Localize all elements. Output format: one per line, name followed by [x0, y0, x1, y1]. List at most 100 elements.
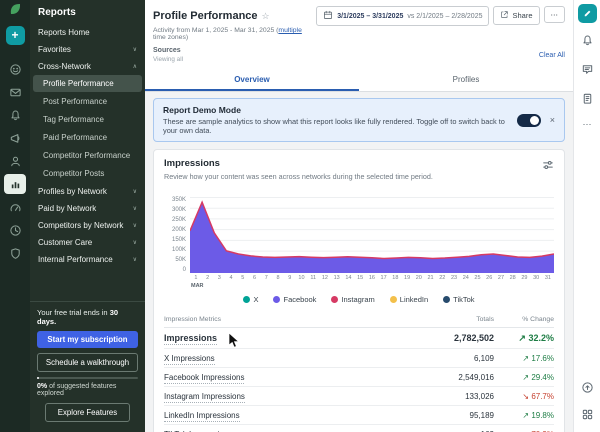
help-chat-icon[interactable] [581, 63, 594, 81]
sidebar-section-paid-by-network[interactable]: Paid by Network ∨ [38, 204, 137, 213]
metric-total: 6,109 [473, 353, 494, 363]
demo-mode-toggle[interactable] [516, 113, 541, 127]
compose-button[interactable] [577, 4, 597, 23]
timezones-link[interactable]: multiple [278, 27, 302, 34]
legend-dot-icon [443, 296, 451, 303]
schedule-walkthrough-button[interactable]: Schedule a walkthrough [37, 353, 138, 372]
legend-item-x[interactable]: X [243, 295, 258, 304]
metric-label[interactable]: Impressions [164, 333, 218, 345]
messages-envelope-icon[interactable] [4, 82, 26, 102]
sidebar-item-post-performance[interactable]: Post Performance [43, 97, 108, 106]
trend-arrow-icon: ↗ [522, 410, 530, 420]
contacts-person-icon[interactable] [4, 151, 26, 171]
metric-change: ↗ 17.6% [522, 353, 554, 363]
more-options-icon[interactable]: ⋯ [582, 119, 592, 129]
smart-inbox-icon[interactable] [4, 59, 26, 79]
sidebar-section-competitors-by-network[interactable]: Competitors by Network ∨ [38, 221, 137, 230]
table-row: LinkedIn Impressions 95,189 ↗ 19.8% [164, 406, 554, 425]
notifications-bell-icon[interactable] [4, 105, 26, 125]
sidebar-item-competitor-posts[interactable]: Competitor Posts [43, 169, 105, 178]
legend-item-tiktok[interactable]: TikTok [443, 295, 475, 304]
tab-overview[interactable]: Overview [145, 69, 359, 91]
chevron-up-icon: ∧ [132, 64, 137, 70]
reports-nav: Reports Home Favorites ∨ Cross-Network ∧ P… [30, 24, 145, 301]
chart-x-axis: MAR 1 2 3 4 5 6 7 8 9 10 11 12 13 14 15 16 17 18 19 20 21 22 2… [190, 275, 554, 291]
metric-label[interactable]: X Impressions [164, 353, 215, 365]
chart-plot-area[interactable] [189, 197, 555, 273]
trend-arrow-icon: ↗ [522, 372, 530, 382]
metric-total: 162 [394, 430, 494, 432]
metric-label[interactable]: Instagram Impressions [164, 391, 245, 403]
tasks-clipboard-icon[interactable] [581, 92, 594, 110]
sidebar-section-favorites[interactable]: Favorites ∨ [38, 45, 137, 54]
favorite-star-icon[interactable]: ☆ [261, 11, 270, 21]
x-tick-label: 5 [241, 275, 245, 281]
legend-item-linkedin[interactable]: LinkedIn [389, 295, 428, 304]
report-content: Report Demo Mode These are sample analyt… [145, 92, 573, 432]
sources-value[interactable]: Viewing all [153, 56, 183, 63]
sidebar-section-profiles-by-network[interactable]: Profiles by Network ∨ [38, 187, 137, 196]
x-tick-label: 4 [229, 275, 233, 281]
x-tick-label: 13 [333, 275, 340, 281]
metric-label[interactable]: LinkedIn Impressions [164, 410, 240, 422]
start-subscription-button[interactable]: Start my subscription [37, 331, 138, 348]
metric-label[interactable]: Facebook Impressions [164, 372, 245, 384]
x-tick-label: 21 [427, 275, 434, 281]
legend-item-facebook[interactable]: Facebook [273, 295, 316, 304]
sidebar-item-competitor-performance[interactable]: Competitor Performance [43, 151, 131, 160]
sidebar-section-internal-performance[interactable]: Internal Performance ∨ [38, 255, 137, 264]
chart-settings-icon[interactable] [542, 158, 554, 176]
sidebar-section-cross-network[interactable]: Cross-Network ∧ [38, 62, 137, 71]
metric-total: 95,189 [469, 410, 494, 420]
ellipsis-icon: ⋯ [550, 10, 559, 19]
date-range-picker[interactable]: 3/1/2025 – 3/31/2025 vs 2/1/2025 – 2/28/… [316, 6, 490, 26]
main-panel: Profile Performance ☆ Activity from Mar 1… [145, 0, 573, 432]
legend-dot-icon [331, 296, 339, 303]
listening-gauge-icon[interactable] [4, 197, 26, 217]
x-tick-label: 27 [497, 275, 505, 281]
sources-label: Sources [153, 47, 181, 54]
sidebar-section-customer-care[interactable]: Customer Care ∨ [38, 238, 137, 247]
apps-grid-icon[interactable] [581, 408, 594, 426]
y-tick-label: 50K [175, 257, 186, 263]
legend-item-instagram[interactable]: Instagram [331, 295, 375, 304]
metric-label[interactable]: TikTok Impressions [164, 429, 233, 432]
share-button[interactable]: Share [493, 6, 540, 25]
y-tick-label: 300K [171, 207, 186, 213]
x-tick-label: 12 [321, 275, 328, 281]
close-icon[interactable]: × [549, 115, 555, 125]
x-tick-label: 6 [253, 275, 257, 281]
sidebar-item-profile-performance[interactable]: Profile Performance [33, 75, 142, 92]
x-tick-label: 16 [368, 275, 375, 281]
explore-features-button[interactable]: Explore Features [45, 403, 130, 422]
tab-profiles[interactable]: Profiles [452, 75, 480, 84]
impressions-title: Impressions [164, 158, 220, 169]
compose-button[interactable]: + [5, 26, 25, 45]
table-row: Facebook Impressions 2,549,016 ↗ 29.4% [164, 368, 554, 387]
sprout-leaf-logo-icon[interactable] [8, 2, 22, 16]
compare-range-value: vs 2/1/2025 – 2/28/2025 [407, 12, 483, 20]
account-shield-icon[interactable] [4, 243, 26, 263]
sidebar-item-reports-home[interactable]: Reports Home [38, 28, 90, 37]
sidebar-item-paid-performance[interactable]: Paid Performance [43, 133, 108, 142]
metric-total: 2,782,502 [453, 333, 494, 343]
trial-message: Your free trial ends in 30 days. [37, 308, 119, 326]
publishing-megaphone-icon[interactable] [4, 128, 26, 148]
more-options-button[interactable]: ⋯ [543, 6, 565, 23]
notifications-bell-icon[interactable] [581, 34, 594, 52]
chevron-down-icon: ∨ [132, 47, 137, 53]
chevron-down-icon: ∨ [132, 206, 137, 212]
x-tick-label: 18 [392, 275, 399, 281]
table-row: X Impressions 6,109 ↗ 17.6% [164, 349, 554, 368]
schedule-clock-icon[interactable] [4, 220, 26, 240]
clear-all-link[interactable]: Clear All [538, 51, 565, 59]
sidebar-item-tag-performance[interactable]: Tag Performance [43, 115, 104, 124]
trend-arrow-icon: ↗ [518, 332, 526, 343]
sidebar-title: Reports [38, 7, 76, 18]
metric-change: ↘ 67.7% [522, 391, 554, 401]
x-tick-label: 22 [439, 275, 446, 281]
reports-bar-chart-icon[interactable] [4, 174, 26, 194]
scroll-to-top-icon[interactable] [581, 381, 594, 399]
y-tick-label: 100K [171, 247, 186, 253]
chevron-down-icon: ∨ [132, 189, 137, 195]
